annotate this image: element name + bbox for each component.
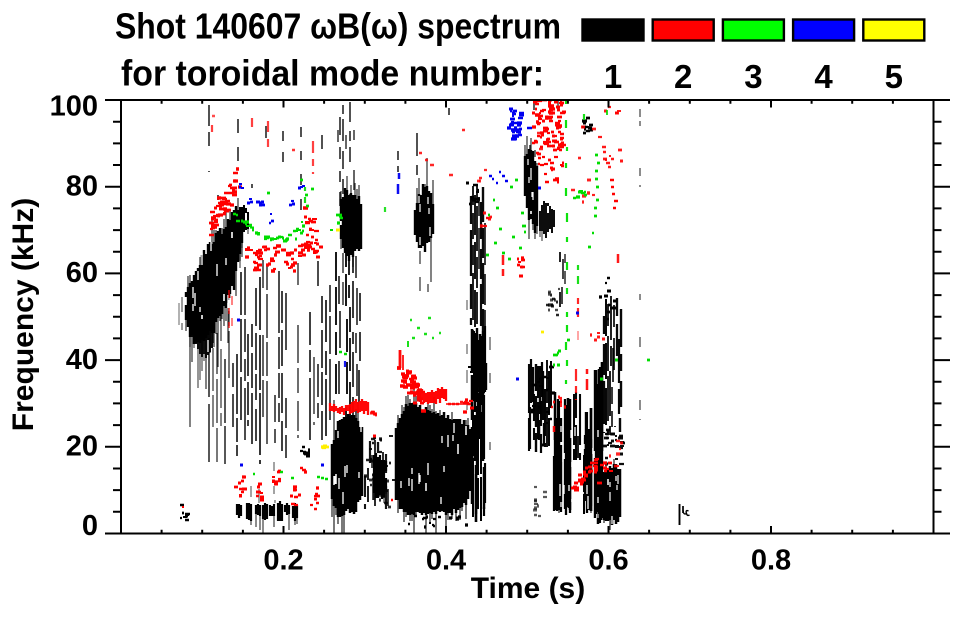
svg-text:4: 4: [814, 58, 833, 95]
svg-text:1: 1: [604, 58, 622, 95]
svg-text:Time (s): Time (s): [471, 572, 585, 605]
svg-text:0.2: 0.2: [263, 545, 303, 577]
svg-text:0.8: 0.8: [751, 545, 791, 577]
svg-text:0.6: 0.6: [588, 545, 628, 577]
svg-text:20: 20: [66, 431, 98, 463]
svg-text:40: 40: [66, 344, 98, 376]
svg-text:100: 100: [50, 91, 98, 123]
svg-text:Frequency (kHz): Frequency (kHz): [7, 198, 40, 431]
svg-text:2: 2: [674, 58, 692, 95]
svg-text:Shot 140607 ωB(ω) spectrum: Shot 140607 ωB(ω) spectrum: [115, 6, 561, 47]
svg-text:0: 0: [82, 510, 98, 542]
svg-text:80: 80: [66, 171, 98, 203]
svg-text:for toroidal mode number:: for toroidal mode number:: [121, 53, 544, 94]
svg-text:3: 3: [744, 58, 762, 95]
svg-text:60: 60: [66, 257, 98, 289]
svg-text:0.4: 0.4: [426, 545, 466, 577]
svg-text:5: 5: [885, 58, 903, 95]
